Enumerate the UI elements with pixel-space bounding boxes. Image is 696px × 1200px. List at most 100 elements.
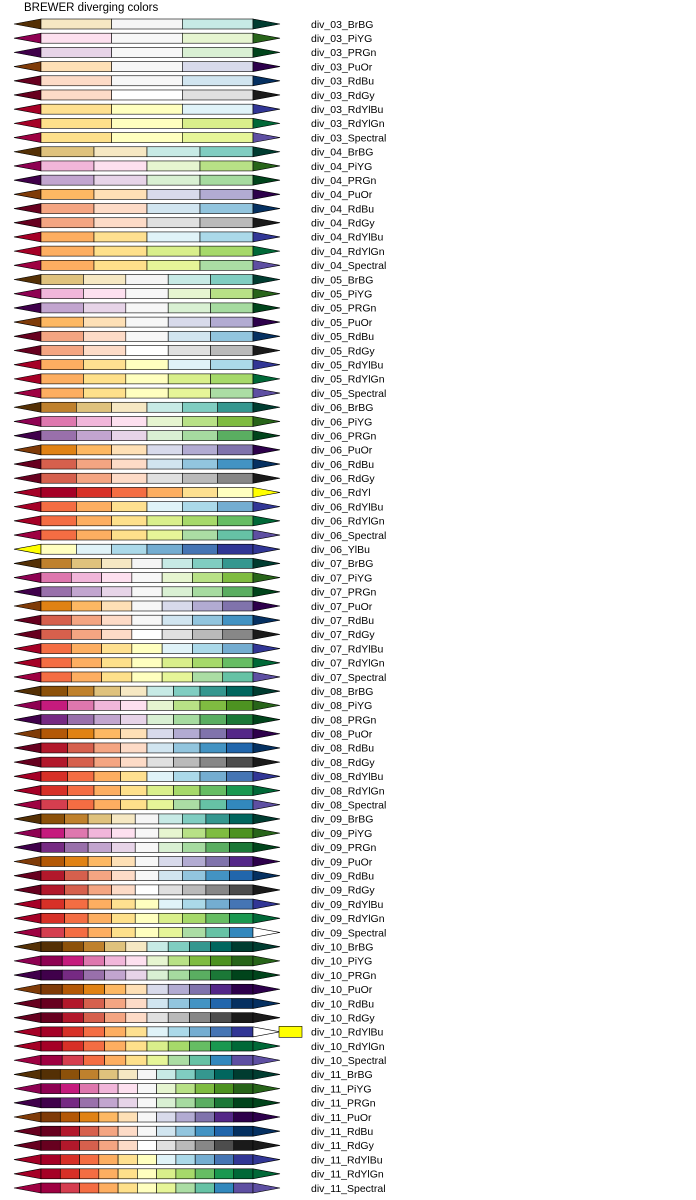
color-swatch	[199, 260, 254, 271]
color-swatch	[111, 870, 136, 882]
high-arrow	[252, 330, 281, 342]
color-swatch	[111, 18, 183, 30]
palette-label: div_07_PRGn	[311, 587, 377, 599]
color-swatch	[70, 586, 102, 598]
low-arrow	[13, 430, 42, 442]
color-swatch	[182, 884, 207, 896]
color-swatch	[173, 700, 201, 711]
color-swatch	[67, 785, 95, 796]
low-arrow	[13, 501, 42, 512]
color-swatch	[182, 18, 254, 30]
palette-label: div_10_RdYlGn	[311, 1041, 385, 1053]
color-swatch	[40, 260, 95, 271]
high-arrow	[252, 103, 281, 115]
color-swatch	[182, 416, 218, 427]
color-swatch	[111, 103, 183, 115]
color-swatch	[167, 387, 211, 399]
color-swatch	[125, 1054, 148, 1066]
color-swatch	[146, 444, 183, 456]
palette-label: div_07_Spectral	[311, 672, 386, 684]
color-swatch	[134, 842, 160, 853]
low-arrow	[13, 799, 42, 811]
color-swatch	[120, 714, 148, 725]
color-swatch	[101, 558, 133, 569]
color-swatch	[134, 912, 160, 924]
color-swatch	[111, 912, 136, 924]
color-swatch	[40, 983, 63, 995]
low-arrow	[13, 870, 42, 882]
color-swatch	[217, 501, 254, 512]
high-arrow	[252, 1097, 281, 1109]
palette-label: div_08_Spectral	[311, 800, 386, 812]
high-arrow	[252, 827, 281, 839]
color-swatch	[199, 728, 227, 740]
low-arrow	[13, 472, 42, 484]
color-swatch	[61, 1012, 84, 1023]
color-swatch	[40, 118, 112, 129]
color-swatch	[70, 657, 102, 669]
color-swatch	[111, 118, 183, 129]
palette-label: div_06_YlBu	[311, 544, 370, 556]
color-swatch	[40, 1140, 61, 1151]
color-swatch	[40, 245, 95, 257]
palette-label: div_04_RdYlGn	[311, 246, 385, 258]
color-swatch	[40, 529, 77, 541]
high-arrow	[252, 359, 281, 371]
high-arrow	[252, 600, 281, 612]
color-swatch	[175, 1083, 196, 1094]
color-swatch	[182, 842, 207, 853]
color-swatch	[40, 629, 72, 640]
color-swatch	[199, 174, 254, 186]
palette-label: div_03_PuOr	[311, 61, 373, 73]
low-arrow	[13, 345, 42, 356]
high-arrow	[252, 756, 281, 768]
color-swatch	[70, 600, 102, 612]
color-swatch	[205, 912, 230, 924]
color-swatch	[175, 1111, 196, 1123]
color-swatch	[134, 856, 160, 867]
low-arrow	[13, 515, 42, 527]
color-swatch	[167, 1040, 190, 1052]
color-swatch	[40, 274, 84, 285]
low-arrow	[13, 1097, 42, 1109]
color-swatch	[40, 359, 84, 370]
color-swatch	[83, 941, 105, 952]
palette-label: div_06_RdYlGn	[311, 516, 385, 528]
color-swatch	[76, 501, 112, 512]
color-swatch	[40, 302, 84, 314]
color-swatch	[161, 643, 193, 654]
palette-label: div_05_Spectral	[311, 388, 386, 400]
color-swatch	[173, 742, 201, 754]
low-arrow	[13, 89, 42, 101]
color-swatch	[117, 1140, 138, 1151]
color-swatch	[158, 884, 183, 896]
color-swatch	[231, 983, 254, 995]
color-swatch	[98, 1111, 119, 1123]
palette-label: div_09_RdGy	[311, 885, 375, 897]
color-swatch	[167, 1026, 190, 1038]
color-swatch	[98, 1097, 119, 1109]
low-arrow	[13, 118, 42, 129]
palette-label: div_06_RdYlBu	[311, 501, 384, 513]
high-arrow	[252, 1040, 281, 1052]
palette-label: div_07_RdYlGn	[311, 658, 385, 670]
color-swatch	[173, 785, 201, 796]
color-swatch	[104, 983, 127, 995]
low-arrow	[13, 586, 42, 598]
color-swatch	[146, 742, 174, 754]
low-arrow	[13, 1012, 42, 1024]
palette-label: div_11_RdGy	[311, 1140, 375, 1152]
low-arrow	[13, 1168, 42, 1180]
color-swatch	[40, 600, 72, 612]
high-arrow	[252, 543, 281, 555]
color-swatch	[93, 217, 148, 229]
color-swatch	[137, 1069, 157, 1080]
color-swatch	[111, 487, 148, 498]
low-arrow	[13, 912, 42, 924]
color-swatch	[87, 927, 112, 938]
color-swatch	[111, 61, 183, 72]
color-swatch	[199, 217, 254, 229]
color-swatch	[229, 813, 254, 825]
color-swatch	[182, 912, 207, 924]
color-swatch	[182, 515, 218, 527]
